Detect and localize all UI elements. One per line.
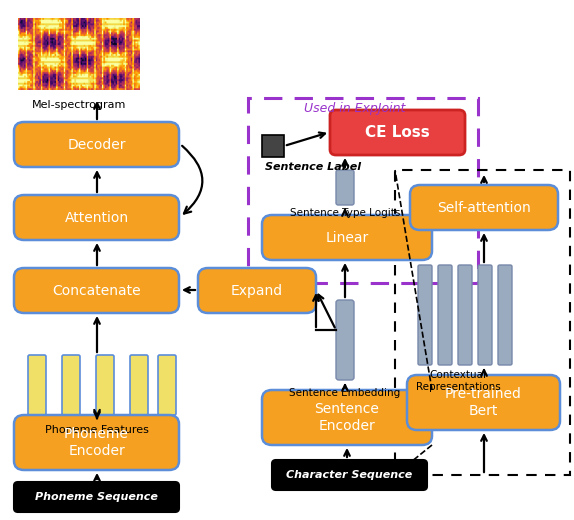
FancyBboxPatch shape [198,268,316,313]
FancyBboxPatch shape [14,482,179,512]
Text: Sentence Label: Sentence Label [265,162,361,172]
FancyBboxPatch shape [14,195,179,240]
FancyBboxPatch shape [418,265,432,365]
Text: Mel-spectrogram: Mel-spectrogram [32,100,126,110]
Text: Linear: Linear [325,230,369,244]
FancyBboxPatch shape [62,355,80,415]
FancyBboxPatch shape [14,415,179,470]
FancyBboxPatch shape [438,265,452,365]
Text: Pre-trained
Bert: Pre-trained Bert [445,387,522,418]
Text: Expand: Expand [231,283,283,297]
FancyBboxPatch shape [336,170,354,205]
FancyBboxPatch shape [262,135,284,157]
FancyBboxPatch shape [28,355,46,415]
FancyBboxPatch shape [478,265,492,365]
Text: Used in ExpJoint: Used in ExpJoint [304,101,406,114]
FancyBboxPatch shape [272,460,427,490]
FancyBboxPatch shape [96,355,114,415]
Text: Attention: Attention [64,211,129,225]
Text: CE Loss: CE Loss [365,125,430,140]
Text: Sentence Embedding: Sentence Embedding [289,388,401,398]
FancyBboxPatch shape [458,265,472,365]
Text: Decoder: Decoder [67,137,126,151]
Text: Contextual
Representations: Contextual Representations [416,370,501,392]
Text: Self-attention: Self-attention [437,201,531,215]
FancyBboxPatch shape [262,215,432,260]
Text: Concatenate: Concatenate [52,283,141,297]
FancyBboxPatch shape [336,300,354,380]
FancyBboxPatch shape [330,110,465,155]
Text: Phoneme Features: Phoneme Features [45,425,149,435]
FancyBboxPatch shape [158,355,176,415]
FancyBboxPatch shape [130,355,148,415]
FancyBboxPatch shape [410,185,558,230]
Text: Character Sequence: Character Sequence [286,470,413,480]
FancyBboxPatch shape [262,390,432,445]
Text: Sentence
Encoder: Sentence Encoder [315,402,379,433]
FancyBboxPatch shape [407,375,560,430]
Text: Phoneme
Encoder: Phoneme Encoder [64,427,129,458]
FancyBboxPatch shape [498,265,512,365]
FancyBboxPatch shape [14,122,179,167]
Text: Phoneme Sequence: Phoneme Sequence [35,492,158,502]
Text: Sentence Type Logits: Sentence Type Logits [290,208,400,218]
FancyBboxPatch shape [14,268,179,313]
